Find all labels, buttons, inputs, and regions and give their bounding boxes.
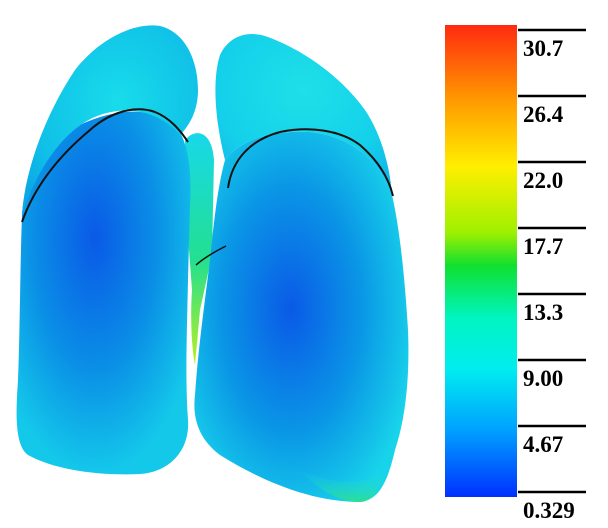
colorbar-tick-label: 26.4 (523, 102, 564, 127)
center-lobe-strip (185, 133, 214, 365)
left-lung-medial-line (195, 245, 227, 266)
right-lung-upper-lobe (22, 25, 198, 216)
colorbar-tick-label: 9.00 (523, 366, 563, 391)
right-lung-fissure (21, 108, 189, 223)
left-lung-base-tint (300, 470, 385, 502)
left-lung-upper-lobe (215, 34, 392, 195)
colorbar-tick-label: 17.7 (523, 234, 563, 259)
right-lung-lower-lobe (16, 111, 191, 475)
left-lung-lower-lobe (194, 131, 409, 502)
colorbar-tick-label: 0.329 (523, 498, 575, 523)
colorbar-tick-label: 13.3 (523, 300, 563, 325)
colorbar-gradient (445, 25, 517, 497)
colorbar-tick-label: 22.0 (523, 168, 563, 193)
left-lung (194, 34, 409, 502)
left-lung-fissure (227, 128, 394, 197)
colorbar-tick-label: 4.67 (523, 432, 563, 457)
colorbar-tick-label: 30.7 (523, 36, 563, 61)
colorbar: 30.7 26.4 22.0 17.7 13.3 9.00 4.67 0.329 (445, 25, 586, 523)
lung-model (16, 25, 409, 502)
right-lung (16, 25, 198, 475)
colorbar-ticks: 30.7 26.4 22.0 17.7 13.3 9.00 4.67 0.329 (518, 28, 586, 523)
